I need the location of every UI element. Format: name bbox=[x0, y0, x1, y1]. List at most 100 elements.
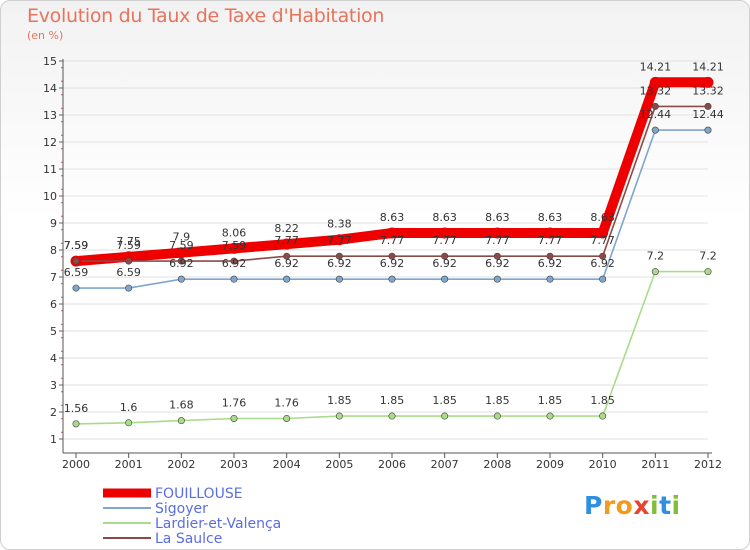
chart-title: Evolution du Taux de Taxe d'Habitation bbox=[27, 5, 385, 27]
y-tick-label: 7 bbox=[50, 271, 57, 284]
y-tick-label: 12 bbox=[43, 136, 57, 149]
data-label-la-saulce: 7.59 bbox=[222, 239, 247, 252]
data-point-sigoyer bbox=[230, 275, 238, 283]
logo-letter: i bbox=[671, 491, 681, 520]
data-point-fouillouse bbox=[228, 242, 240, 254]
x-tick-label: 2011 bbox=[641, 458, 669, 471]
x-tick-label: 2008 bbox=[483, 458, 511, 471]
data-label-lardier-et-valen-a: 7.2 bbox=[699, 250, 717, 263]
data-label-la-saulce: 7.77 bbox=[590, 234, 615, 247]
data-point-fouillouse bbox=[386, 227, 398, 239]
data-label-la-saulce: 7.59 bbox=[64, 239, 89, 252]
data-point-la-saulce bbox=[283, 252, 291, 260]
data-label-fouillouse: 14.21 bbox=[692, 60, 724, 73]
data-point-sigoyer bbox=[651, 126, 659, 134]
data-label-lardier-et-valen-a: 1.76 bbox=[274, 396, 299, 409]
data-label-fouillouse: 14.21 bbox=[640, 60, 672, 73]
data-point-la-saulce bbox=[704, 102, 712, 110]
data-point-fouillouse bbox=[281, 238, 293, 250]
data-point-lardier-et-valen-a bbox=[651, 268, 659, 276]
data-label-la-saulce: 7.77 bbox=[485, 234, 510, 247]
data-point-sigoyer bbox=[72, 284, 80, 292]
data-label-lardier-et-valen-a: 7.2 bbox=[647, 250, 665, 263]
data-label-sigoyer: 6.92 bbox=[274, 257, 299, 270]
data-label-lardier-et-valen-a: 1.85 bbox=[485, 394, 510, 407]
data-point-sigoyer bbox=[125, 284, 133, 292]
data-label-sigoyer: 12.44 bbox=[692, 108, 724, 121]
data-point-fouillouse bbox=[333, 234, 345, 246]
data-point-sigoyer bbox=[177, 275, 185, 283]
data-point-la-saulce bbox=[335, 252, 343, 260]
logo-letter: o bbox=[615, 491, 634, 520]
x-tick-label: 2012 bbox=[694, 458, 722, 471]
data-point-lardier-et-valen-a bbox=[704, 268, 712, 276]
data-point-lardier-et-valen-a bbox=[283, 414, 291, 422]
y-tick-label: 1 bbox=[50, 433, 57, 446]
x-tick-label: 2010 bbox=[589, 458, 617, 471]
logo-letter: i bbox=[650, 491, 660, 520]
data-point-la-saulce bbox=[493, 252, 501, 260]
logo-letter: t bbox=[659, 491, 672, 520]
data-point-lardier-et-valen-a bbox=[546, 412, 554, 420]
data-label-fouillouse: 8.22 bbox=[274, 222, 299, 235]
legend-label-sigoyer: Sigoyer bbox=[155, 501, 208, 517]
data-label-fouillouse: 8.06 bbox=[222, 226, 247, 239]
data-label-sigoyer: 6.92 bbox=[432, 257, 457, 270]
x-tick-label: 2003 bbox=[220, 458, 248, 471]
logo-letter: P bbox=[584, 491, 603, 520]
data-label-la-saulce: 7.59 bbox=[116, 239, 141, 252]
proxiti-logo: Proxiti bbox=[584, 491, 681, 520]
y-tick-label: 11 bbox=[43, 163, 57, 176]
data-label-lardier-et-valen-a: 1.56 bbox=[64, 402, 89, 415]
y-tick-label: 14 bbox=[43, 82, 57, 95]
data-point-sigoyer bbox=[493, 275, 501, 283]
data-point-lardier-et-valen-a bbox=[230, 414, 238, 422]
data-label-sigoyer: 6.92 bbox=[538, 257, 563, 270]
data-point-lardier-et-valen-a bbox=[335, 412, 343, 420]
data-point-sigoyer bbox=[704, 126, 712, 134]
y-tick-label: 6 bbox=[50, 298, 57, 311]
data-point-sigoyer bbox=[335, 275, 343, 283]
data-point-la-saulce bbox=[651, 102, 659, 110]
y-tick-label: 2 bbox=[50, 406, 57, 419]
logo-letter: x bbox=[633, 491, 650, 520]
x-tick-label: 2007 bbox=[431, 458, 459, 471]
data-label-fouillouse: 8.63 bbox=[380, 211, 405, 224]
data-label-lardier-et-valen-a: 1.6 bbox=[120, 401, 138, 414]
data-point-fouillouse bbox=[597, 227, 609, 239]
data-point-la-saulce bbox=[441, 252, 449, 260]
data-point-la-saulce bbox=[546, 252, 554, 260]
data-point-la-saulce bbox=[388, 252, 396, 260]
data-point-la-saulce bbox=[72, 257, 80, 265]
y-tick-label: 15 bbox=[43, 55, 57, 68]
data-point-fouillouse bbox=[649, 76, 661, 88]
data-label-lardier-et-valen-a: 1.85 bbox=[590, 394, 615, 407]
data-point-sigoyer bbox=[546, 275, 554, 283]
x-tick-label: 2002 bbox=[167, 458, 195, 471]
data-point-fouillouse bbox=[439, 227, 451, 239]
data-label-sigoyer: 6.92 bbox=[169, 257, 194, 270]
legend-label-la-saulce: La Saulce bbox=[155, 531, 222, 547]
data-label-la-saulce: 7.77 bbox=[380, 234, 405, 247]
x-tick-label: 2000 bbox=[62, 458, 90, 471]
y-tick-label: 10 bbox=[43, 190, 57, 203]
data-label-lardier-et-valen-a: 1.76 bbox=[222, 396, 247, 409]
y-tick-label: 3 bbox=[50, 379, 57, 392]
data-point-lardier-et-valen-a bbox=[441, 412, 449, 420]
x-tick-label: 2006 bbox=[378, 458, 406, 471]
data-point-fouillouse bbox=[491, 227, 503, 239]
data-point-sigoyer bbox=[599, 275, 607, 283]
x-tick-label: 2005 bbox=[325, 458, 353, 471]
data-point-la-saulce bbox=[125, 257, 133, 265]
y-tick-label: 4 bbox=[50, 352, 57, 365]
chart-subtitle: (en %) bbox=[27, 29, 64, 42]
data-point-lardier-et-valen-a bbox=[493, 412, 501, 420]
data-label-la-saulce: 13.32 bbox=[640, 84, 672, 97]
data-label-fouillouse: 8.63 bbox=[485, 211, 510, 224]
data-label-lardier-et-valen-a: 1.85 bbox=[538, 394, 563, 407]
data-point-sigoyer bbox=[388, 275, 396, 283]
data-label-la-saulce: 13.32 bbox=[692, 84, 724, 97]
logo-letter: r bbox=[602, 491, 616, 520]
data-point-sigoyer bbox=[441, 275, 449, 283]
